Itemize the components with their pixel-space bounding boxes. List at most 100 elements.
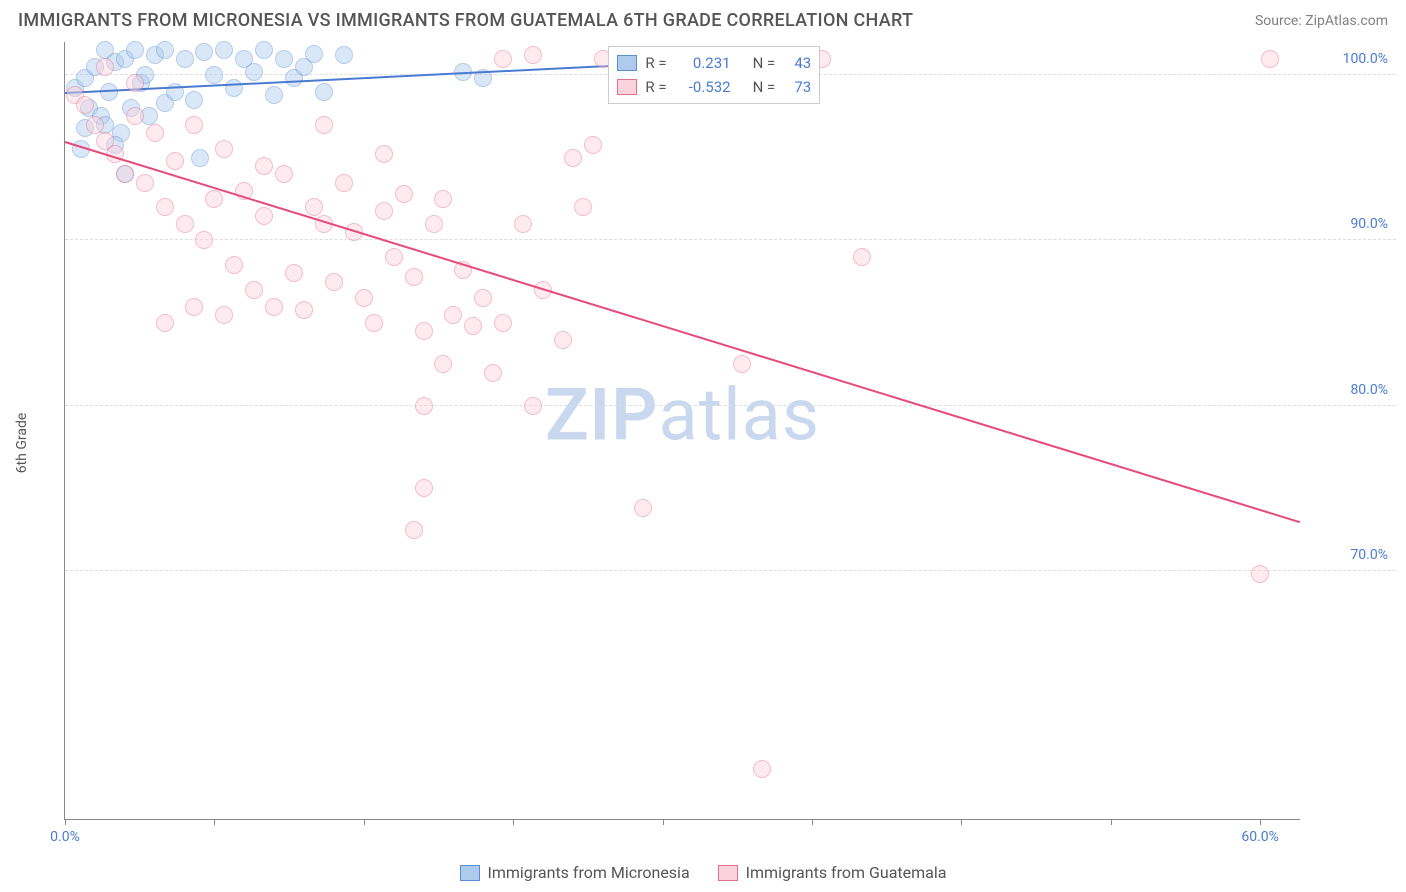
data-point-guatemala: [116, 165, 134, 183]
x-tick: [364, 819, 365, 825]
data-point-micronesia: [225, 79, 243, 97]
watermark: ZIPatlas: [545, 372, 820, 457]
data-point-micronesia: [215, 41, 233, 59]
x-tick: [961, 819, 962, 825]
data-point-guatemala: [126, 107, 144, 125]
data-point-guatemala: [215, 306, 233, 324]
chart-container: 6th Grade ZIPatlas 70.0%80.0%90.0%100.0%…: [50, 42, 1396, 844]
x-tick: [214, 819, 215, 825]
data-point-micronesia: [156, 41, 174, 59]
data-point-guatemala: [136, 174, 154, 192]
data-point-guatemala: [215, 140, 233, 158]
legend-swatch: [617, 79, 637, 95]
chart-title: IMMIGRANTS FROM MICRONESIA VS IMMIGRANTS…: [18, 10, 913, 31]
y-tick-label: 100.0%: [1343, 51, 1388, 67]
data-point-micronesia: [195, 43, 213, 61]
legend-swatch: [460, 865, 480, 881]
data-point-guatemala: [524, 397, 542, 415]
legend-n-label: N =: [753, 75, 776, 99]
data-point-guatemala: [255, 207, 273, 225]
data-point-guatemala: [415, 397, 433, 415]
gridline-h: [65, 239, 1396, 240]
bottom-legend-label: Immigrants from Guatemala: [746, 863, 947, 882]
legend-swatch: [617, 55, 637, 71]
watermark-light: atlas: [658, 372, 820, 457]
plot-area: ZIPatlas 70.0%80.0%90.0%100.0%0.0%60.0%R…: [64, 42, 1300, 820]
data-point-guatemala: [225, 256, 243, 274]
data-point-guatemala: [205, 190, 223, 208]
x-tick: [1111, 819, 1112, 825]
data-point-guatemala: [375, 202, 393, 220]
data-point-micronesia: [315, 83, 333, 101]
data-point-guatemala: [444, 306, 462, 324]
stats-legend: R =0.231N =43R =-0.532N =73: [608, 46, 820, 104]
x-tick: [513, 819, 514, 825]
legend-n-value: 73: [783, 75, 811, 99]
bottom-legend-label: Immigrants from Micronesia: [488, 863, 690, 882]
data-point-guatemala: [86, 116, 104, 134]
data-point-guatemala: [295, 301, 313, 319]
legend-r-label: R =: [645, 75, 666, 99]
data-point-guatemala: [425, 215, 443, 233]
data-point-guatemala: [405, 268, 423, 286]
legend-r-value: 0.231: [675, 51, 731, 75]
legend-n-label: N =: [753, 51, 776, 75]
legend-n-value: 43: [783, 51, 811, 75]
gridline-h: [65, 405, 1396, 406]
data-point-guatemala: [156, 314, 174, 332]
x-tick-label: 60.0%: [1241, 829, 1279, 845]
data-point-guatemala: [514, 215, 532, 233]
data-point-guatemala: [146, 124, 164, 142]
data-point-guatemala: [1251, 565, 1269, 583]
data-point-guatemala: [464, 317, 482, 335]
data-point-micronesia: [245, 63, 263, 81]
y-axis-label: 6th Grade: [14, 413, 30, 474]
data-point-guatemala: [96, 58, 114, 76]
data-point-guatemala: [355, 289, 373, 307]
data-point-guatemala: [365, 314, 383, 332]
data-point-guatemala: [245, 281, 263, 299]
data-point-guatemala: [415, 322, 433, 340]
x-tick-label: 0.0%: [50, 829, 80, 845]
x-tick: [663, 819, 664, 825]
data-point-guatemala: [126, 74, 144, 92]
data-point-guatemala: [385, 248, 403, 266]
data-point-micronesia: [185, 91, 203, 109]
x-tick: [1260, 819, 1261, 825]
data-point-guatemala: [853, 248, 871, 266]
data-point-micronesia: [126, 41, 144, 59]
legend-swatch: [718, 865, 738, 881]
trend-line-guatemala: [65, 141, 1301, 523]
data-point-guatemala: [166, 152, 184, 170]
chart-header: IMMIGRANTS FROM MICRONESIA VS IMMIGRANTS…: [0, 0, 1406, 39]
data-point-micronesia: [265, 86, 283, 104]
bottom-legend-item: Immigrants from Guatemala: [718, 863, 947, 882]
data-point-guatemala: [434, 355, 452, 373]
data-point-micronesia: [335, 46, 353, 64]
data-point-micronesia: [275, 50, 293, 68]
data-point-guatemala: [76, 96, 94, 114]
data-point-guatemala: [285, 264, 303, 282]
data-point-guatemala: [434, 190, 452, 208]
data-point-guatemala: [524, 46, 542, 64]
data-point-guatemala: [176, 215, 194, 233]
data-point-micronesia: [176, 50, 194, 68]
data-point-guatemala: [185, 298, 203, 316]
stats-legend-row: R =0.231N =43: [617, 51, 811, 75]
data-point-guatemala: [185, 116, 203, 134]
data-point-micronesia: [205, 66, 223, 84]
data-point-guatemala: [415, 479, 433, 497]
data-point-guatemala: [1261, 50, 1279, 68]
data-point-guatemala: [484, 364, 502, 382]
data-point-guatemala: [156, 198, 174, 216]
data-point-guatemala: [494, 314, 512, 332]
data-point-guatemala: [733, 355, 751, 373]
x-tick: [812, 819, 813, 825]
x-tick: [65, 819, 66, 825]
trend-line-micronesia: [65, 62, 663, 94]
data-point-guatemala: [753, 760, 771, 778]
data-point-guatemala: [494, 50, 512, 68]
bottom-legend-item: Immigrants from Micronesia: [460, 863, 690, 882]
data-point-micronesia: [191, 149, 209, 167]
data-point-guatemala: [405, 521, 423, 539]
